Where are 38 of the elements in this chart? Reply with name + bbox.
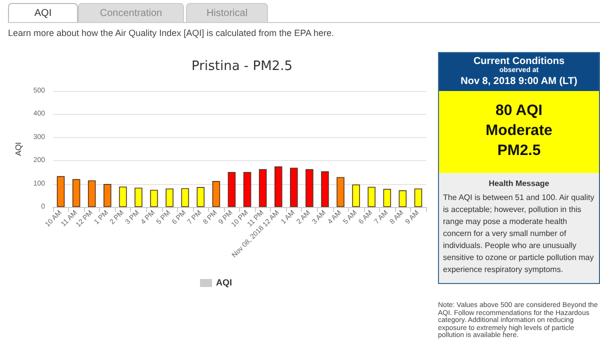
bar [258,169,267,207]
bar [166,188,174,207]
bar [56,176,65,207]
bar [212,181,220,207]
bar [398,190,407,207]
chart-title: Pristina - PM2.5 [192,59,292,74]
text: Learn more about how the Air Quality Index [AQI] is calculated from the EPA here. [8,28,334,38]
bar [228,172,236,207]
bar [104,184,112,207]
text: Nov 8, 2018 9:00 AM (LT) [460,76,578,87]
bar [383,188,392,207]
bar [150,190,158,207]
text: Moderate [484,121,554,141]
text: AQI [216,278,232,288]
text: Current Conditions [472,56,566,67]
bar [196,187,205,207]
y-axis-title: AQI [14,142,23,156]
text: Concentration [78,3,184,23]
bar [352,184,360,207]
text: AQI [8,3,78,23]
text: The AQI is between 51 and 100. Air quality is acceptable; however, pollution in this range may pose a moderate health concern for a very small number of individuals. People who are unusually sensitive to ozone or particle pollution may experience respiratory symptoms. [443,192,595,276]
text: 80 AQI [494,101,544,121]
bar [243,172,252,207]
bar [290,168,298,207]
bar [274,166,282,207]
bar [88,180,96,207]
bar [181,188,189,207]
bar [72,179,80,207]
text: Historical [186,3,268,23]
bar [134,188,142,207]
text: Health Message [488,178,550,190]
text: PM2.5 [496,141,542,161]
bar [119,186,127,207]
bar [306,169,314,207]
bar [321,171,329,207]
bar [414,188,422,207]
bar [368,186,376,207]
bar [336,177,344,207]
